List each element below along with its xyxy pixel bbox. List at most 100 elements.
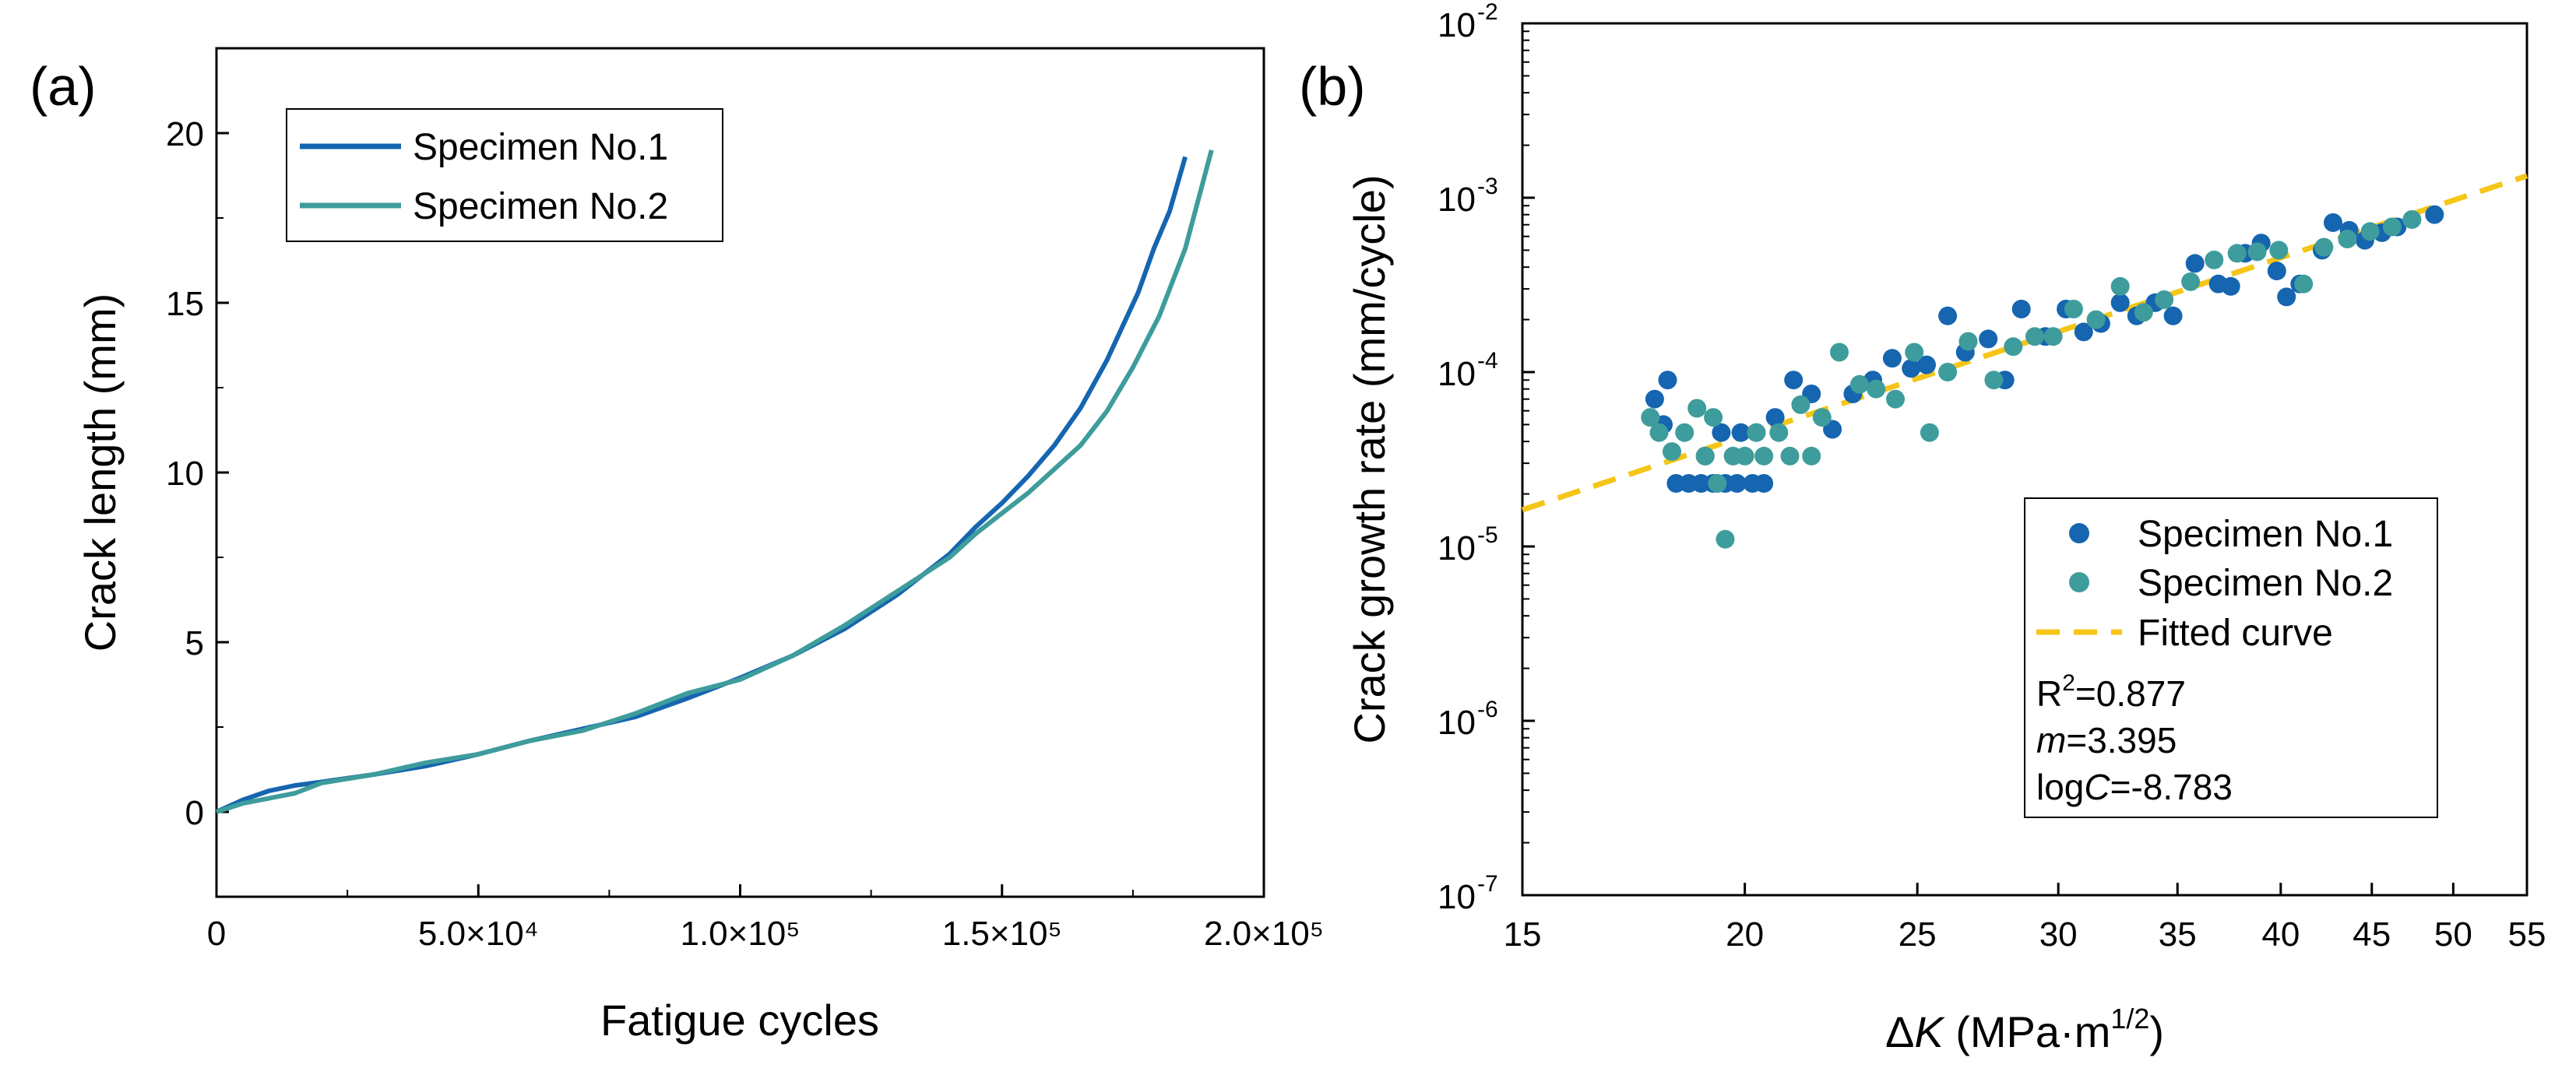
panel-a-xtick-label: 1.5×10⁵ bbox=[942, 915, 1062, 953]
ytick-exponent: -6 bbox=[1477, 697, 1498, 722]
data-point-specimen-1 bbox=[1645, 389, 1664, 409]
logc-var: C bbox=[2084, 767, 2110, 807]
data-point-specimen-2 bbox=[1867, 379, 1886, 399]
data-point-specimen-2 bbox=[1708, 474, 1727, 493]
data-point-specimen-2 bbox=[2181, 272, 2201, 291]
data-point-specimen-2 bbox=[1905, 343, 1924, 362]
panel-b-legend-box bbox=[2024, 497, 2438, 818]
data-point-specimen-2 bbox=[1641, 408, 1660, 427]
panel-b-fitted-curve bbox=[1521, 173, 2528, 513]
data-point-specimen-1 bbox=[1712, 423, 1731, 442]
panel-a-xtick-label: 2.0×10⁵ bbox=[1204, 915, 1324, 953]
data-point-specimen-1 bbox=[2185, 254, 2205, 273]
panel-b-ticks: 15 20 25 30 35 40 45 50 5510-710-610-510-410-310… bbox=[1438, 0, 2546, 954]
panel-b-series bbox=[1641, 205, 2444, 549]
panel-b-ytick-label: 10-6 bbox=[1438, 697, 1498, 742]
legend-label-specimen-1: Specimen No.1 bbox=[413, 127, 668, 168]
data-point-specimen-2 bbox=[1812, 408, 1832, 427]
panel-b-xtick-label: 25 bbox=[1899, 915, 1937, 954]
data-point-specimen-1 bbox=[2074, 322, 2093, 342]
panel-a-legend: Specimen No.1 Specimen No.2 bbox=[286, 108, 723, 242]
panel-b-label: (b) bbox=[1299, 56, 1366, 117]
ytick-base: 10 bbox=[1438, 878, 1476, 916]
data-point-specimen-2 bbox=[1958, 332, 1978, 351]
data-point-specimen-2 bbox=[2382, 217, 2402, 237]
panel-a-ytick-label: 5 bbox=[185, 624, 204, 662]
panel-b-xtick-label: 45 bbox=[2353, 915, 2391, 954]
data-point-specimen-2 bbox=[2086, 310, 2106, 329]
data-point-specimen-2 bbox=[1984, 371, 2004, 390]
data-point-specimen-2 bbox=[1780, 446, 1800, 465]
data-point-specimen-1 bbox=[2221, 276, 2240, 296]
ytick-exponent: -7 bbox=[1477, 871, 1498, 897]
panel-a-ylabel: Crack length (mm) bbox=[76, 293, 125, 652]
panel-b-ytick-label: 10-4 bbox=[1438, 348, 1498, 393]
panel-a-ytick-label: 10 bbox=[166, 455, 204, 493]
annotation-m: m=3.395 bbox=[2036, 720, 2177, 761]
data-point-specimen-2 bbox=[1716, 529, 1735, 549]
ytick-exponent: -3 bbox=[1477, 174, 1498, 199]
legend-b-label-specimen-2: Specimen No.2 bbox=[2138, 563, 2393, 604]
panel-b-xlabel: ΔK (MPa·m1/2) bbox=[1885, 1003, 2164, 1056]
data-point-specimen-1 bbox=[2011, 300, 2031, 318]
data-point-specimen-2 bbox=[2110, 276, 2130, 296]
data-point-specimen-2 bbox=[1938, 363, 1958, 381]
panel-b-xlabel-var: K bbox=[1914, 1007, 1945, 1056]
data-point-specimen-1 bbox=[2324, 213, 2342, 232]
data-point-specimen-1 bbox=[1917, 355, 1936, 374]
panel-b-xlabel-sup: 1/2 bbox=[2110, 1003, 2149, 1035]
ytick-base: 10 bbox=[1438, 704, 1476, 742]
legend-label-specimen-2: Specimen No.2 bbox=[413, 186, 668, 227]
panel-a-ytick-label: 0 bbox=[185, 794, 204, 832]
annotation-logc: logC=-8.783 bbox=[2036, 767, 2233, 807]
data-point-specimen-2 bbox=[1695, 446, 1715, 465]
logc-prefix: log bbox=[2036, 767, 2084, 807]
series-line-specimen-2 bbox=[216, 149, 1214, 814]
panel-b-xlabel-unit: (MPa·m bbox=[1944, 1007, 2111, 1056]
data-point-specimen-2 bbox=[2294, 274, 2314, 293]
panel-b-plot-frame bbox=[1521, 22, 2528, 897]
panel-b-xtick-label: 15 bbox=[1504, 915, 1542, 954]
m-var: m bbox=[2036, 720, 2066, 761]
data-point-specimen-2 bbox=[1735, 446, 1754, 465]
panel-a-label: (a) bbox=[30, 56, 97, 117]
data-point-specimen-2 bbox=[2064, 300, 2083, 318]
legend-marker-specimen-1 bbox=[2069, 523, 2089, 543]
fitted-curve-line bbox=[1521, 173, 2528, 513]
panel-a-xtick-label: 0 bbox=[207, 915, 226, 953]
legend-b-label-fitted: Fitted curve bbox=[2138, 613, 2333, 654]
ytick-base: 10 bbox=[1438, 529, 1476, 567]
data-point-specimen-2 bbox=[2227, 244, 2247, 263]
panel-a-ytick-label: 15 bbox=[166, 285, 204, 323]
ytick-base: 10 bbox=[1438, 181, 1476, 219]
panel-b-ytick-label: 10-2 bbox=[1438, 0, 1498, 44]
panel-b-xtick-label: 30 bbox=[2039, 915, 2078, 954]
data-point-specimen-2 bbox=[2402, 210, 2422, 229]
data-point-specimen-2 bbox=[1649, 423, 1669, 442]
logc-value: =-8.783 bbox=[2110, 767, 2233, 807]
data-point-specimen-2 bbox=[2155, 290, 2174, 309]
data-point-specimen-1 bbox=[2277, 287, 2296, 307]
panel-a-ytick-label: 20 bbox=[166, 115, 204, 153]
panel-b-ytick-label: 10-3 bbox=[1438, 174, 1498, 219]
data-point-specimen-1 bbox=[1727, 474, 1747, 493]
data-point-specimen-1 bbox=[2110, 293, 2130, 312]
data-point-specimen-2 bbox=[1769, 423, 1789, 442]
panel-a-chart: (a) 0 5.0×10⁴ 1.0×10⁵ 1.5×10⁵ 2.0×10⁵ 0 5 10 15 2… bbox=[30, 47, 1324, 1045]
data-point-specimen-1 bbox=[2425, 205, 2444, 224]
data-point-specimen-2 bbox=[2247, 242, 2267, 262]
panel-a-xtick-label: 1.0×10⁵ bbox=[680, 915, 800, 953]
data-point-specimen-1 bbox=[1658, 371, 1677, 390]
data-point-specimen-1 bbox=[1938, 306, 1958, 325]
data-point-specimen-2 bbox=[1920, 423, 1939, 442]
legend-b-label-specimen-1: Specimen No.1 bbox=[2138, 514, 2393, 555]
data-point-specimen-1 bbox=[2163, 306, 2183, 325]
data-point-specimen-2 bbox=[1687, 399, 1707, 418]
ytick-base: 10 bbox=[1438, 6, 1476, 44]
data-point-specimen-2 bbox=[2269, 241, 2289, 260]
data-point-specimen-2 bbox=[2004, 337, 2023, 357]
m-value: =3.395 bbox=[2066, 720, 2177, 761]
panel-b-xtick-label: 55 bbox=[2508, 915, 2546, 954]
panel-b-xlabel-close: ) bbox=[2149, 1007, 2164, 1056]
